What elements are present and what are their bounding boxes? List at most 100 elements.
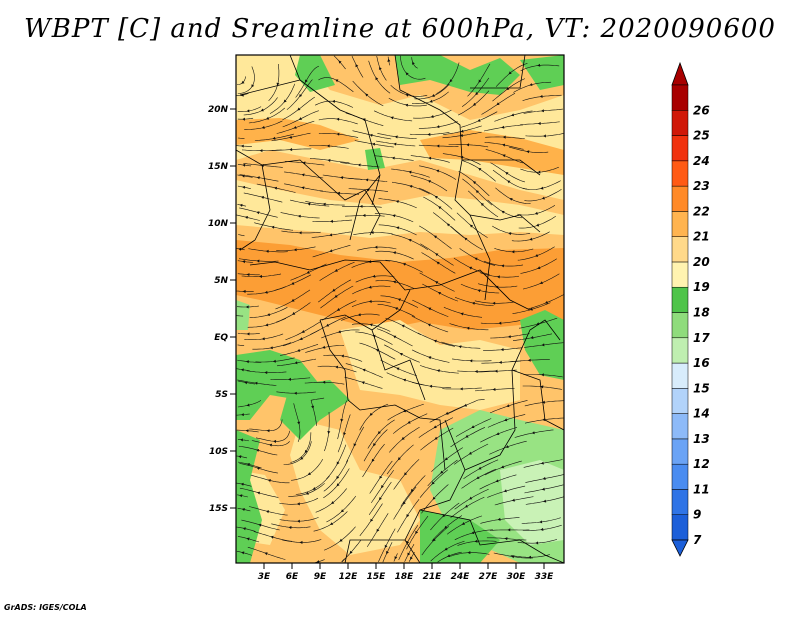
colorbar-label: 11	[693, 482, 710, 496]
streamline-arrow	[492, 387, 496, 391]
streamline-arrow	[374, 245, 378, 249]
colorbar-label: 9	[693, 508, 701, 522]
streamline-arrow	[542, 400, 545, 404]
colorbar-label: 21	[693, 230, 710, 244]
streamline-arrow	[241, 413, 244, 417]
streamline	[351, 55, 364, 78]
streamline-arrow	[534, 211, 538, 215]
streamline-arrow	[502, 135, 506, 139]
streamline-arrow	[473, 102, 477, 106]
lon-label-18e: 18E	[395, 572, 415, 582]
streamline-arrow	[528, 555, 531, 559]
colorbar-swatch	[671, 312, 689, 339]
streamline-arrow	[274, 186, 278, 190]
wbpt-patch	[236, 118, 360, 150]
streamline-arrow	[539, 520, 543, 524]
streamline-arrow	[460, 129, 464, 133]
streamline-arrow	[469, 224, 473, 228]
streamline-arrow	[244, 381, 248, 385]
streamline-arrow	[307, 472, 311, 475]
streamline-arrow	[242, 163, 246, 167]
streamline-arrow	[316, 560, 320, 563]
streamline-arrow	[531, 431, 535, 435]
streamline-arrow	[435, 253, 439, 257]
streamline-arrow	[461, 522, 465, 525]
streamline-arrow	[264, 371, 268, 375]
streamline-arrow	[330, 522, 334, 525]
streamline-arrow	[475, 190, 479, 194]
colorbar-label: 12	[693, 457, 710, 471]
streamline-arrow	[471, 301, 475, 305]
streamline-arrow	[369, 412, 373, 416]
colorbar-label: 14	[693, 407, 710, 421]
streamline-arrow	[240, 368, 244, 372]
streamline-arrow	[530, 336, 534, 340]
lon-label-9e: 9E	[314, 572, 327, 582]
streamline-arrow	[336, 461, 340, 465]
streamline-arrow	[542, 476, 546, 480]
streamline-arrow	[464, 237, 468, 241]
streamline-arrow	[434, 436, 438, 440]
streamline-arrow	[399, 353, 403, 356]
streamline-arrow	[326, 323, 330, 327]
colorbar-swatch	[671, 110, 689, 136]
streamline-arrow	[329, 249, 333, 253]
streamline-arrow	[465, 434, 469, 438]
streamline-arrow	[469, 359, 473, 363]
streamline-arrow	[496, 432, 500, 435]
streamline-arrow	[299, 540, 303, 544]
streamline-arrow	[393, 280, 396, 284]
streamline-arrow	[297, 519, 300, 523]
streamline-arrow	[497, 517, 501, 521]
streamline-arrow	[508, 71, 512, 75]
lat-label-15n: 15N	[208, 162, 229, 172]
streamline-arrow	[403, 378, 407, 382]
wbpt-patch	[420, 510, 500, 563]
streamline-arrow	[496, 102, 500, 106]
streamline-arrow	[501, 210, 505, 214]
streamline-arrow	[436, 169, 440, 173]
streamline-arrow	[375, 77, 379, 81]
streamline-arrow	[449, 79, 453, 83]
streamline-arrow	[294, 361, 298, 365]
streamline-arrow	[289, 148, 293, 152]
streamline	[404, 544, 415, 562]
streamline-arrow	[478, 466, 482, 470]
streamline-arrow	[541, 196, 545, 200]
streamline-arrow	[539, 94, 543, 98]
colorbar-swatch	[671, 388, 689, 414]
streamline-arrow	[540, 461, 544, 465]
streamline-arrow	[246, 109, 250, 113]
streamline	[238, 234, 245, 237]
streamline-arrow	[511, 498, 515, 502]
streamline-arrow	[437, 292, 442, 295]
streamline-arrow	[427, 132, 431, 136]
streamline-arrow	[362, 368, 366, 372]
colorbar-label: 24	[693, 154, 710, 168]
streamline-arrow	[539, 281, 543, 284]
streamline	[236, 214, 260, 221]
streamline-arrow	[332, 288, 336, 292]
map-title: WBPT [C] and Sreamline at 600hPa, VT: 20…	[24, 14, 776, 44]
streamline	[341, 558, 345, 563]
streamline-arrow	[269, 346, 273, 350]
streamline-arrow	[369, 323, 373, 327]
streamline-arrow	[541, 109, 544, 113]
streamline-arrow	[359, 204, 363, 208]
streamline-arrow	[511, 250, 515, 254]
streamline-arrow	[438, 206, 442, 210]
streamline-arrow	[396, 367, 400, 371]
colorbar-label: 20	[693, 255, 710, 269]
colorbar-swatch	[671, 236, 689, 263]
streamline	[378, 528, 396, 563]
colorbar-label: 23	[693, 179, 710, 193]
streamline-arrow	[242, 260, 246, 264]
wbpt-patch	[365, 148, 385, 170]
streamline-arrow	[529, 307, 533, 311]
streamline-arrow	[509, 198, 513, 201]
streamline-arrow	[502, 143, 506, 147]
map-frame	[235, 54, 565, 564]
streamline-arrow	[445, 411, 449, 415]
streamline-arrow	[336, 475, 340, 479]
streamline-arrow	[428, 356, 432, 360]
